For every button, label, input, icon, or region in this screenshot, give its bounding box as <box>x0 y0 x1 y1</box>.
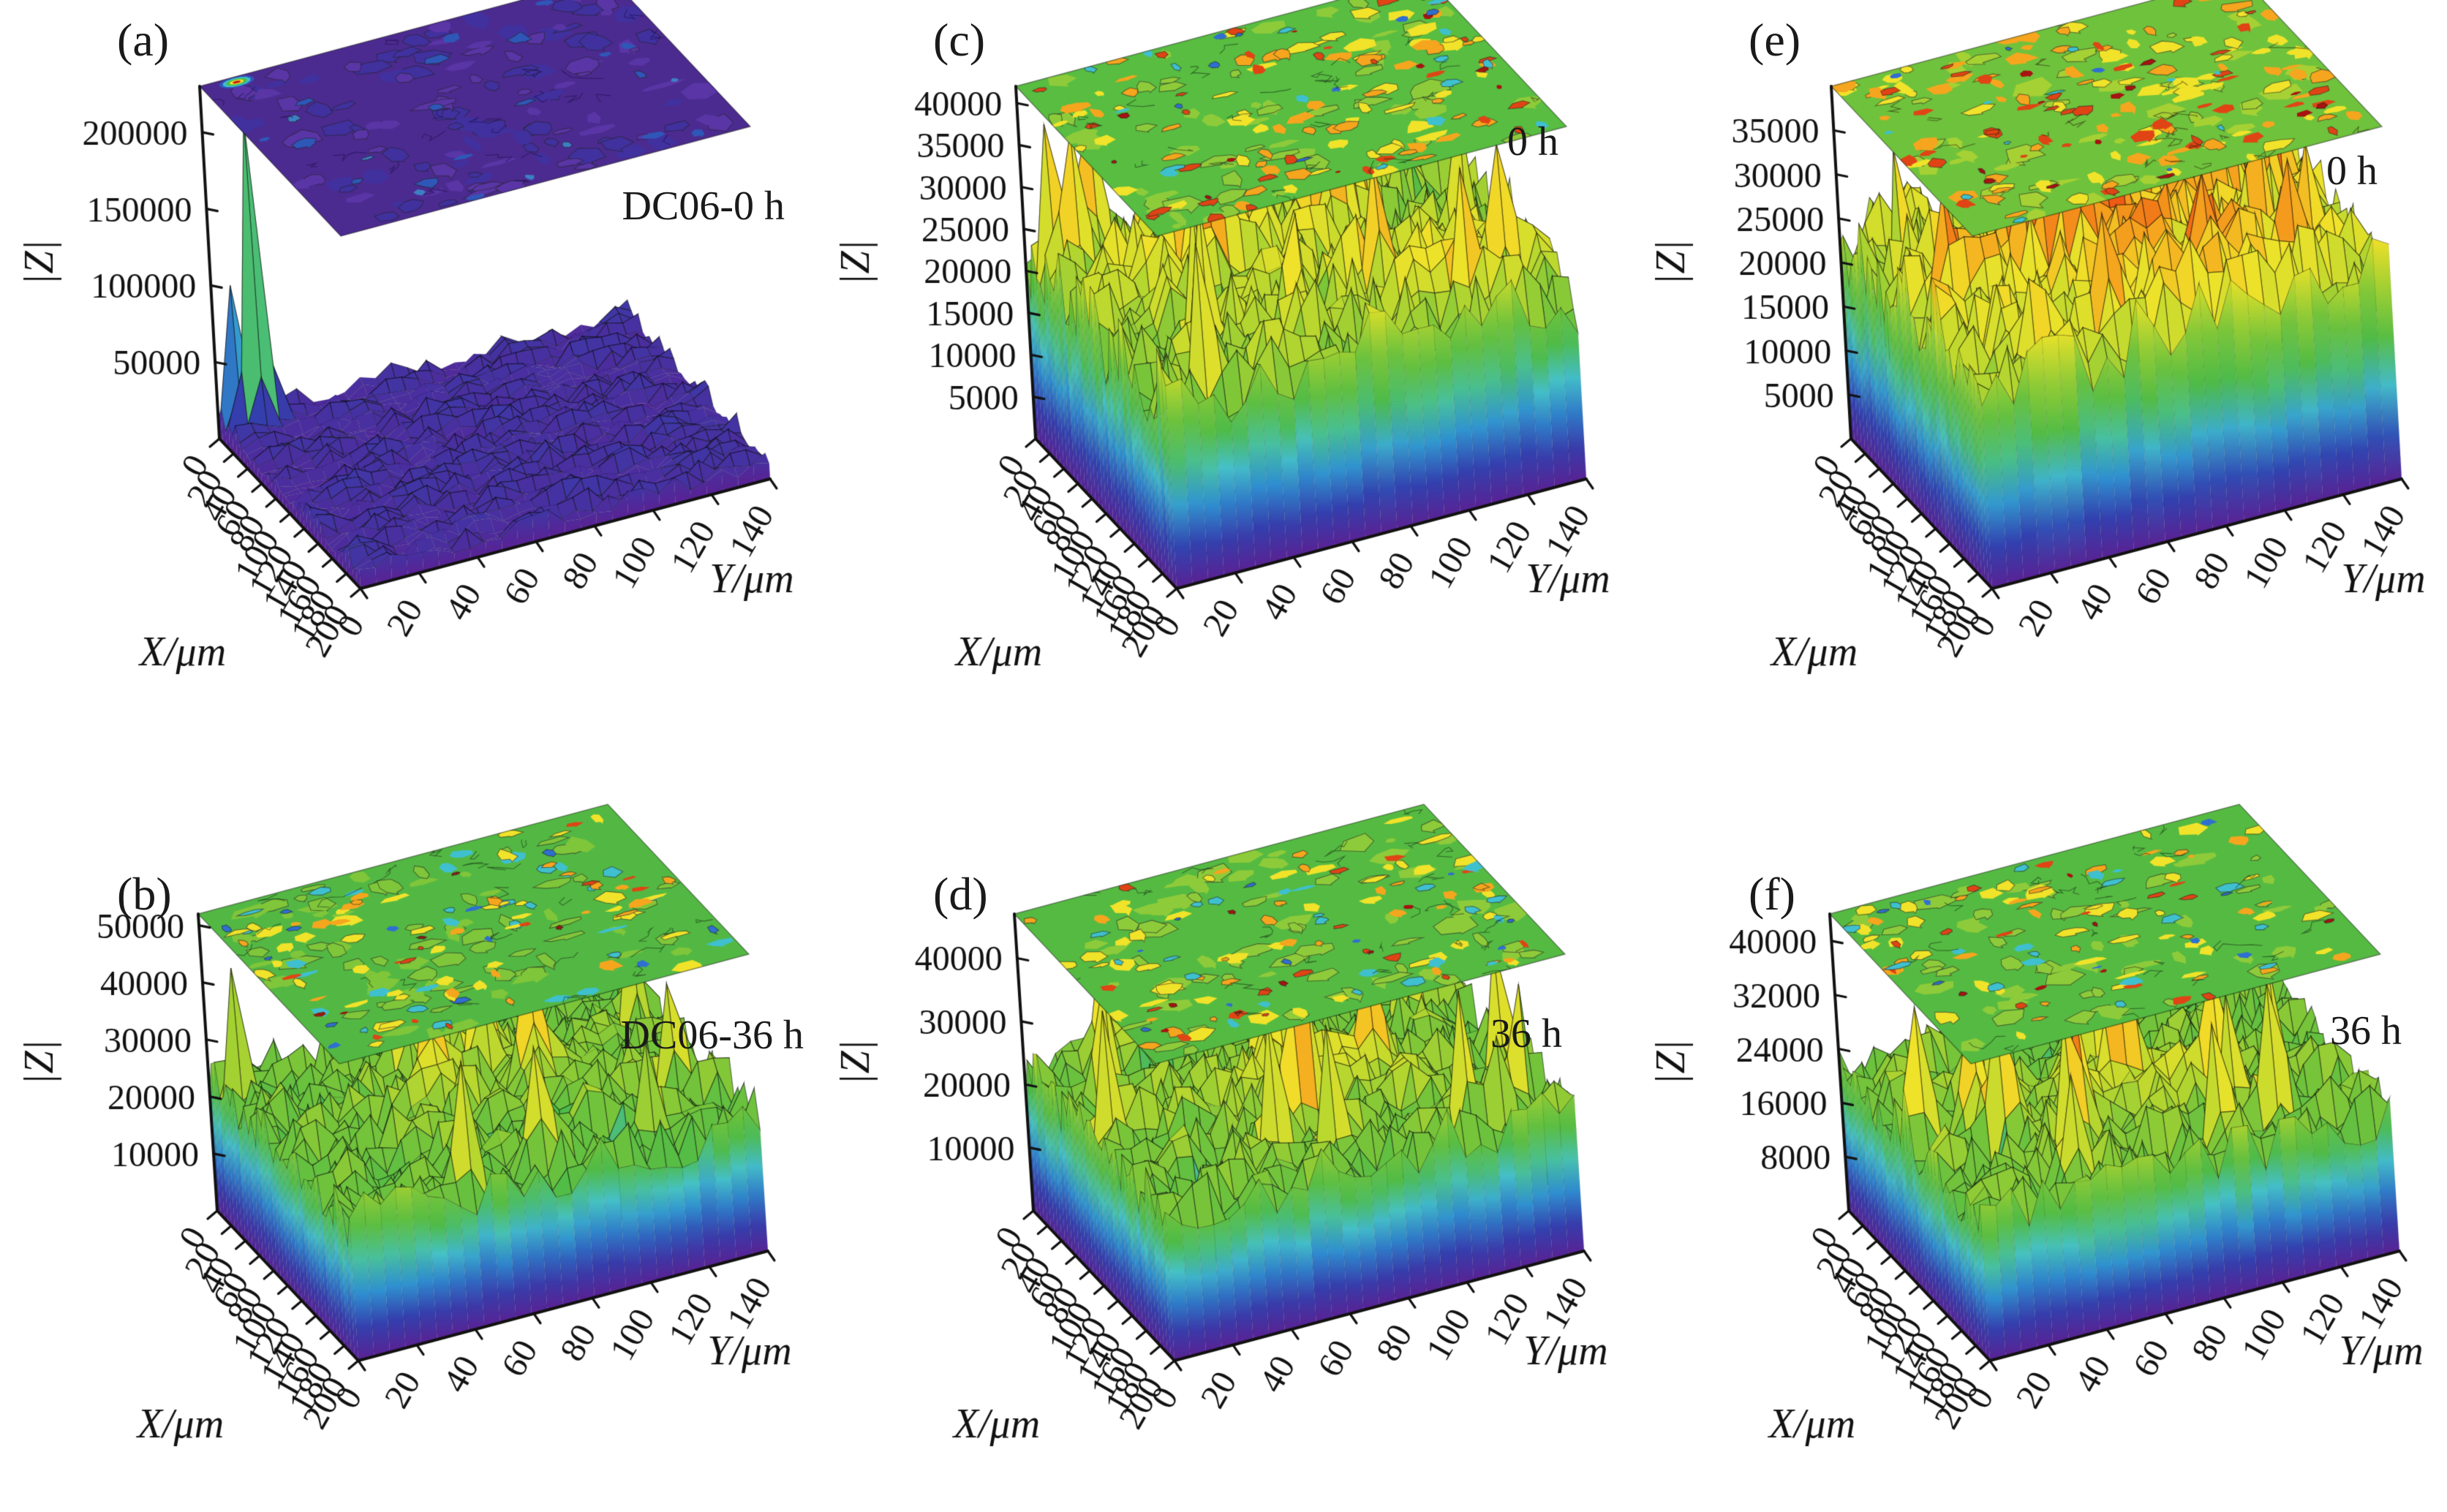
panel-letter: (d) <box>933 868 988 920</box>
panel-annotation: 0 h <box>1507 119 1558 165</box>
surface-plot-canvas-d <box>816 756 1632 1512</box>
panel-letter: (e) <box>1749 14 1801 66</box>
panel-d: (d) 36 h <box>816 756 1632 1512</box>
surface-plot-canvas-e <box>1632 0 2447 756</box>
panel-annotation: 36 h <box>1490 1011 1562 1056</box>
surface-plot-canvas-c <box>816 0 1632 756</box>
panel-f: (f) 36 h <box>1632 756 2447 1512</box>
panel-b: (b) DC06-36 h <box>0 756 815 1512</box>
panel-c: (c) 0 h <box>816 0 1632 756</box>
panel-letter: (f) <box>1749 868 1795 920</box>
panel-annotation: DC06-0 h <box>622 184 785 229</box>
panel-letter: (a) <box>117 14 170 66</box>
panel-a: (a) DC06-0 h <box>0 0 815 756</box>
panel-letter: (b) <box>117 868 172 920</box>
panel-annotation: DC06-36 h <box>620 1013 804 1058</box>
surface-plot-canvas-b <box>0 756 815 1512</box>
panel-annotation: 36 h <box>2330 1008 2402 1054</box>
surface-plot-canvas-f <box>1632 756 2447 1512</box>
surface-plot-canvas-a <box>0 0 815 756</box>
panel-letter: (c) <box>933 14 986 66</box>
panel-e: (e) 0 h <box>1632 0 2447 756</box>
panel-annotation: 0 h <box>2326 148 2378 194</box>
